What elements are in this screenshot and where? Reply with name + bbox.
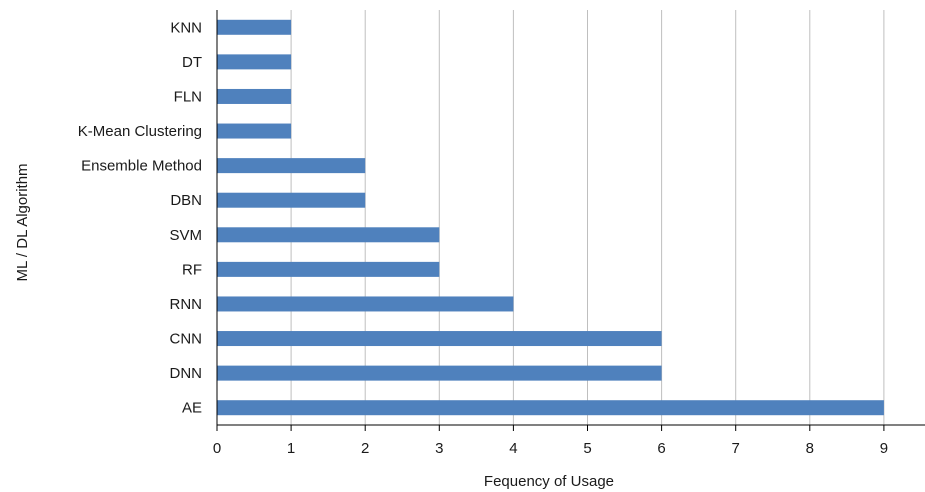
category-labels: AE DNN CNN RNN RF SVM DBN Ensemble Method K-Mean… xyxy=(78,19,202,416)
axes xyxy=(216,10,925,431)
x-tick-label: 8 xyxy=(806,440,814,457)
y-axis-title: ML / DL Algorithm xyxy=(14,163,31,281)
x-tick-label: 4 xyxy=(509,440,517,457)
bar-dt xyxy=(217,54,292,70)
x-axis-title: Fequency of Usage xyxy=(484,473,614,490)
x-tick-label: 1 xyxy=(287,440,295,457)
category-label: AE xyxy=(182,400,202,417)
gridlines xyxy=(290,10,885,425)
x-tick-label: 5 xyxy=(583,440,591,457)
x-tick-label: 6 xyxy=(657,440,665,457)
bar-k-mean-clustering xyxy=(217,123,292,139)
category-label: SVM xyxy=(169,227,202,244)
bar-cnn xyxy=(217,331,662,347)
x-tick-label: 3 xyxy=(435,440,443,457)
category-label: RF xyxy=(182,261,202,278)
category-label: CNN xyxy=(170,331,203,348)
x-tick-label: 9 xyxy=(880,440,888,457)
category-label: DT xyxy=(182,54,202,71)
bar-rf xyxy=(217,261,440,277)
category-label: Ensemble Method xyxy=(81,158,202,175)
category-label: FLN xyxy=(174,88,202,105)
bar-ae xyxy=(217,400,884,416)
bar-dbn xyxy=(217,192,366,208)
bar-fln xyxy=(217,88,292,104)
bar-svm xyxy=(217,227,440,243)
bar-knn xyxy=(217,19,292,35)
category-label: K-Mean Clustering xyxy=(78,123,202,140)
x-tick-label: 2 xyxy=(361,440,369,457)
category-label: RNN xyxy=(170,296,203,313)
category-label: KNN xyxy=(170,19,202,36)
x-tick-label: 0 xyxy=(213,440,221,457)
bars xyxy=(217,19,884,416)
x-tick-label: 7 xyxy=(732,440,740,457)
x-tick-labels: 0 1 2 3 4 5 6 7 8 9 xyxy=(213,440,888,457)
bar-rnn xyxy=(217,296,514,312)
category-label: DBN xyxy=(170,192,202,209)
category-label: DNN xyxy=(170,365,203,382)
bar-ensemble-method xyxy=(217,158,366,174)
bar-dnn xyxy=(217,365,662,381)
